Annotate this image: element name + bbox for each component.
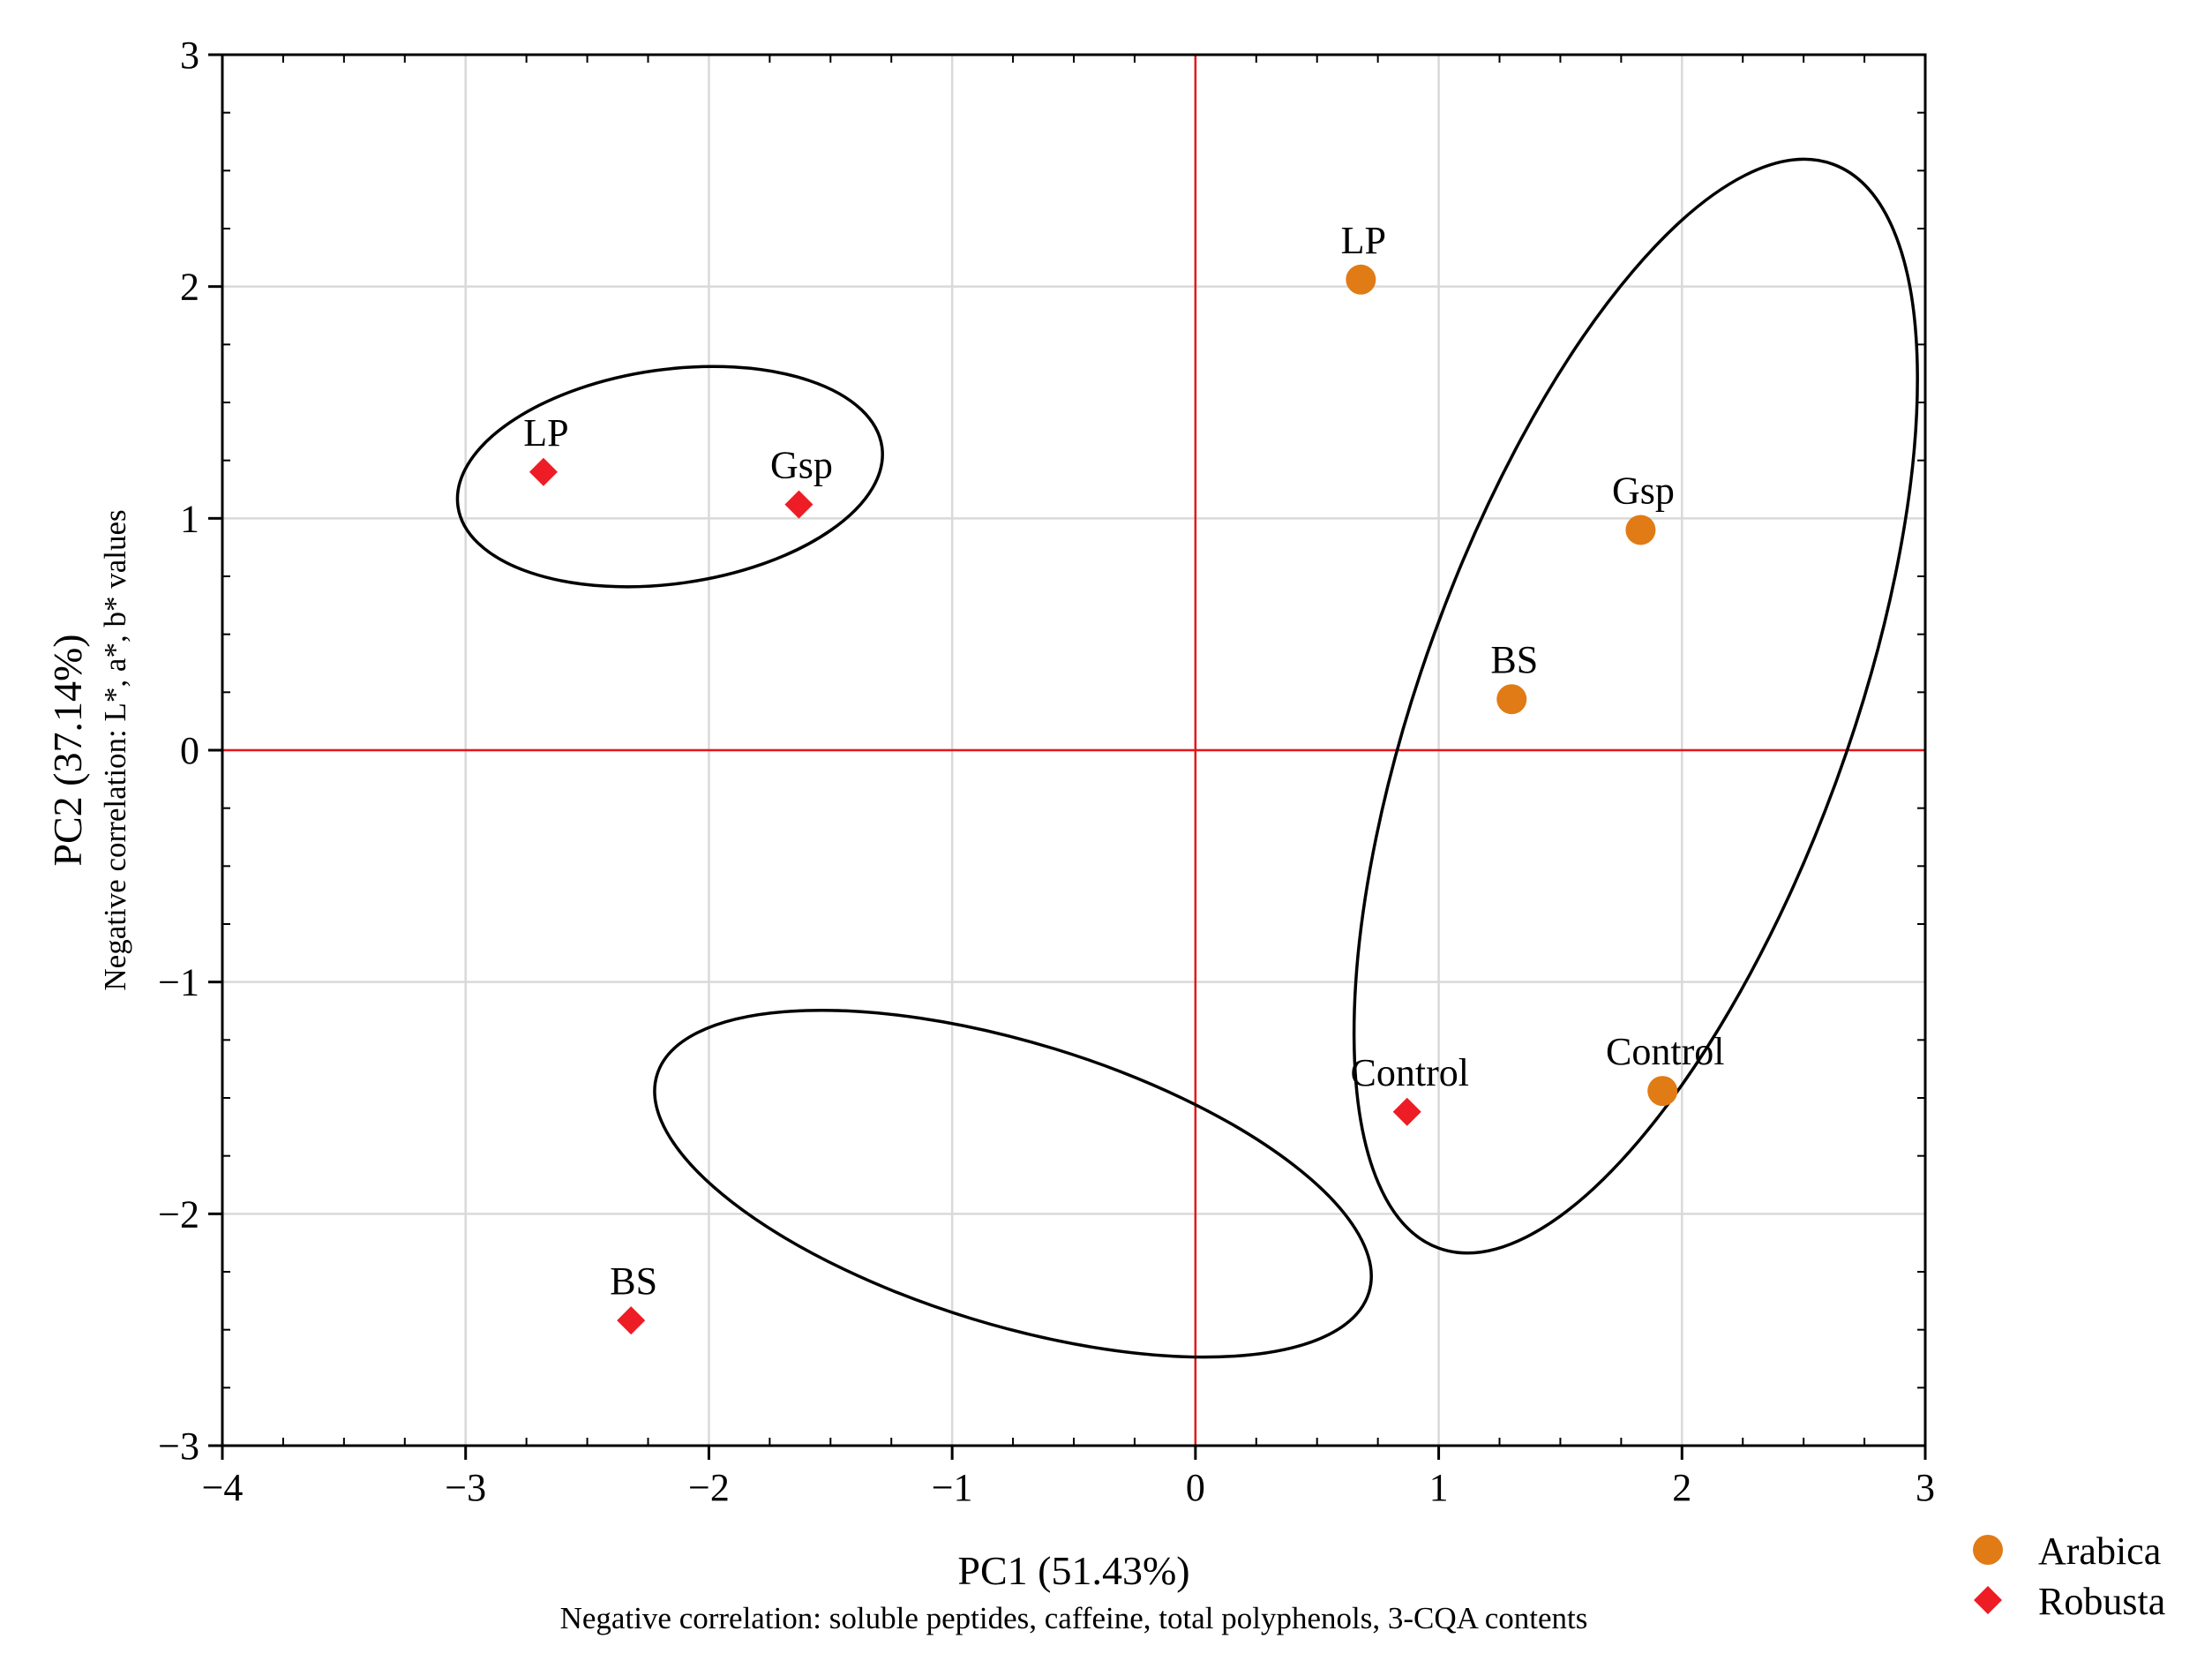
confidence-ellipse <box>653 1008 1373 1359</box>
data-points: LP Gsp BS Control LP Gsp BS Control <box>523 219 1724 1335</box>
legend-robusta-marker <box>1974 1586 2002 1614</box>
x-tick-label: 3 <box>1916 1466 1935 1509</box>
y-tick-label: 3 <box>180 34 199 77</box>
y-tick-label: 2 <box>180 266 199 309</box>
y-tick-label: −1 <box>158 961 199 1004</box>
x-axis-subtitle: Negative correlation: soluble peptides, … <box>560 1601 1588 1635</box>
x-axis-title: PC1 (51.43%) <box>957 1548 1189 1593</box>
label-robusta-lp: LP <box>523 411 568 455</box>
point-robusta-bs <box>617 1306 646 1335</box>
label-arabica-gsp: Gsp <box>1612 469 1675 512</box>
point-robusta-lp <box>529 457 558 486</box>
x-tick-label: 1 <box>1429 1466 1449 1509</box>
y-tick-label: −2 <box>158 1192 199 1236</box>
x-tick-label: −4 <box>202 1466 244 1509</box>
label-arabica-control: Control <box>1606 1030 1724 1073</box>
confidence-ellipses <box>455 157 1919 1359</box>
x-tick-label: 2 <box>1672 1466 1691 1509</box>
label-arabica-lp: LP <box>1341 219 1386 262</box>
point-arabica-gsp <box>1625 515 1656 545</box>
label-robusta-bs: BS <box>610 1259 657 1303</box>
label-robusta-control: Control <box>1351 1051 1469 1094</box>
x-tick-label: −2 <box>688 1466 730 1509</box>
y-tick-label: 1 <box>180 497 199 540</box>
confidence-ellipse <box>455 365 884 589</box>
point-arabica-bs <box>1496 684 1527 715</box>
legend-arabica-label: Arabica <box>2038 1529 2161 1573</box>
reference-lines <box>222 55 1925 1446</box>
y-tick-label: −3 <box>158 1424 199 1468</box>
point-robusta-control <box>1392 1097 1421 1126</box>
x-tick-label: 0 <box>1186 1466 1205 1509</box>
point-arabica-lp <box>1346 264 1376 295</box>
point-robusta-gsp <box>784 490 814 519</box>
y-axis-subtitle: Negative correlation: L*, a*, b* values <box>98 509 132 990</box>
confidence-ellipse <box>1352 157 1919 1255</box>
label-robusta-gsp: Gsp <box>770 444 833 487</box>
x-tick-label: −1 <box>932 1466 973 1509</box>
legend: Arabica Robusta <box>1973 1529 2165 1623</box>
label-arabica-bs: BS <box>1490 638 1538 681</box>
x-tick-label: −3 <box>445 1466 486 1509</box>
legend-arabica-marker <box>1973 1535 2003 1565</box>
point-arabica-control <box>1647 1076 1678 1107</box>
y-axis-title: PC2 (37.14%) <box>45 634 90 866</box>
legend-robusta-label: Robusta <box>2038 1580 2165 1623</box>
y-tick-label: 0 <box>180 729 199 772</box>
